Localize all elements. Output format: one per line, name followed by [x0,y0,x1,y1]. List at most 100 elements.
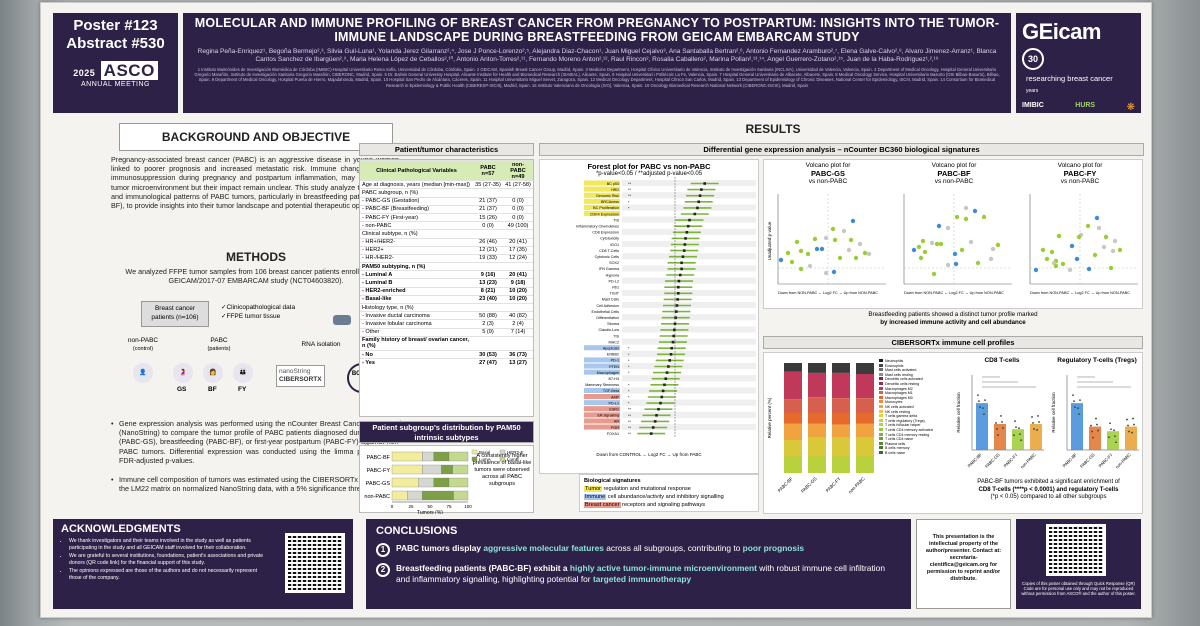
stack-bar-segment [856,412,874,424]
pam50-bar-segment [433,477,450,488]
cd8-chart: CD8 T-cells Relative cell fraction PABC-BF… [956,357,1044,469]
breastfeeding-icon: 👩 [203,363,223,383]
subchart-dot [1014,420,1016,423]
forest-gene-label: Endothelial Cells [592,310,620,314]
legend-item: T cells gamma delta [879,414,949,419]
pam50-category-label: PABC-GS [366,481,391,487]
volcano-plot-3: Volcano plot for PABC-FY vs non-PABC Down f… [1018,162,1142,308]
stack-bar-segment [832,372,850,399]
stack-bar-segment [832,437,850,457]
subchart-bar [1089,426,1101,450]
forest-estimate-point [660,395,664,399]
legend-item: T cells follicular helper [879,423,949,428]
ack-qr-code[interactable] [285,533,345,593]
table-row: - PABC-GS (Gestation) 21 (37) 0 (0) [360,196,533,206]
subchart-dot [978,400,980,403]
pam50-bar-segment [391,490,408,501]
table-cell-value: 15 (26) [473,212,503,222]
forest-row-band [622,363,756,370]
volcano-point [812,236,818,242]
table-cell-variable: Clinical subtype, n (%) [360,229,473,238]
table-cell-variable: - non-PABC [360,221,473,230]
volcano-point [798,266,804,272]
sig-immune-text: cell abundance/activity and inhibitory s… [607,494,724,500]
forest-estimate-point [673,328,676,332]
legend-label: Dendritic cells activated [885,377,923,382]
c1-d: poor prognosis [742,543,805,553]
legend-swatch [879,372,883,376]
forest-gene-label: PD-L2 [609,279,619,283]
volcano-point [1092,252,1098,258]
forest-significance-mark: * [628,383,630,387]
methods-bullet-1: • Gene expression analysis was performed… [111,419,401,465]
table-cell-value: 21 (37) [473,196,503,206]
stack-bar-segment [856,456,874,473]
legend-label: T cells gamma delta [885,414,918,419]
legend-swatch [879,363,883,367]
poster-qr-code[interactable] [1046,524,1106,576]
volcano-point [963,205,969,211]
subchart-dot [1002,427,1004,429]
table-row: - Invasive lobular carcinoma 2 (3) 2 (4) [360,319,533,329]
pam50-bar-segment [448,477,469,488]
author-list: Regina Peña-Enriquez¹, Begoña Bermejo²,³… [197,48,997,63]
table-cell-variable: Age at diagnosis, years (median [min-max… [360,180,473,189]
table-cell-value: 49 (100) [503,221,533,230]
volcano-scatter: Down from NON-PABC ← Log2 FC → Up from N… [767,194,886,295]
forest-significance-mark: * [628,359,630,363]
forest-row-band [622,350,756,357]
geicam-logo: GEicam [1022,19,1101,44]
table-cell-value: 0 (0) [503,204,533,214]
volcano-point [798,248,804,254]
volcano-point [920,238,926,244]
sig-tumor-text: regulation and mutational response [603,486,691,492]
table-cell-value: 30 (53) [473,349,503,359]
conclusions-box: CONCLUSIONS 1 PABC tumors display aggres… [366,519,911,609]
forest-significance-mark: * [628,200,630,204]
volcano-point [990,246,996,252]
forest-gene-label: Mast Cells [602,298,619,302]
subchart-dot [983,413,985,416]
volcano-point [963,216,969,222]
forest-gene-label: Stroma [607,322,620,326]
pam50-bar-segment [441,464,453,475]
forest-gene-label: CD8 T-Cells [599,249,619,253]
table-cell-variable: - Other [360,327,473,337]
table-row: - Luminal B 13 (23) 9 (18) [360,278,533,288]
forest-gene-label: AMP [611,395,620,399]
pam50-tick-label: 50 [427,504,433,509]
flow-rna: RNA isolation [301,341,341,348]
forest-gene-label: Hypoxia [606,273,620,277]
flow-pabc-sub: (patients) [207,346,231,352]
table-row: - PABC-BF (Breastfeeding) 21 (37) 0 (0) [360,204,533,214]
volcano-point [975,260,981,266]
volcano-point [853,255,859,261]
volcano-point [1101,244,1107,250]
forest-subtitle: *p-value<0.05 / **adjusted p-value<0.05 [595,171,703,177]
forest-gene-label: CDK4 Expression [590,212,619,216]
legend-label: B cells naive [885,450,906,455]
table-row: - PABC-FY (First-year) 15 (26) 0 (0) [360,212,533,222]
table-cell-variable: - Luminal A [360,270,473,279]
volcano-point [778,257,784,263]
subchart-dot [1127,424,1129,427]
legend-item: Neutrophils [879,359,949,364]
c1-b: aggressive molecular features [483,543,604,553]
forest-signature-highlight [584,211,620,217]
stack-bar-segment [856,398,874,413]
conclusion-1: 1 PABC tumors display aggressive molecul… [376,543,901,557]
subchart-dot [1133,423,1135,426]
forest-gene-label: TIS [613,334,619,338]
subchart-bar [1012,429,1024,450]
volcano-point [794,239,800,245]
volcano-point [916,244,922,250]
table-row: Histology type, n (%) [360,302,533,312]
forest-gene-label: BRCAness [601,200,619,204]
forest-estimate-point [665,371,669,374]
subchart-title: CD8 T-cells [984,357,1019,364]
subchart-bar [976,403,988,450]
volcano-title-line: PABC-FY [1063,169,1097,178]
table-cell-variable: PABC subgroup, n (%) [360,188,473,198]
volcano-point [945,262,951,268]
subchart-title: Regulatory T-cells (Tregs) [1057,357,1136,364]
